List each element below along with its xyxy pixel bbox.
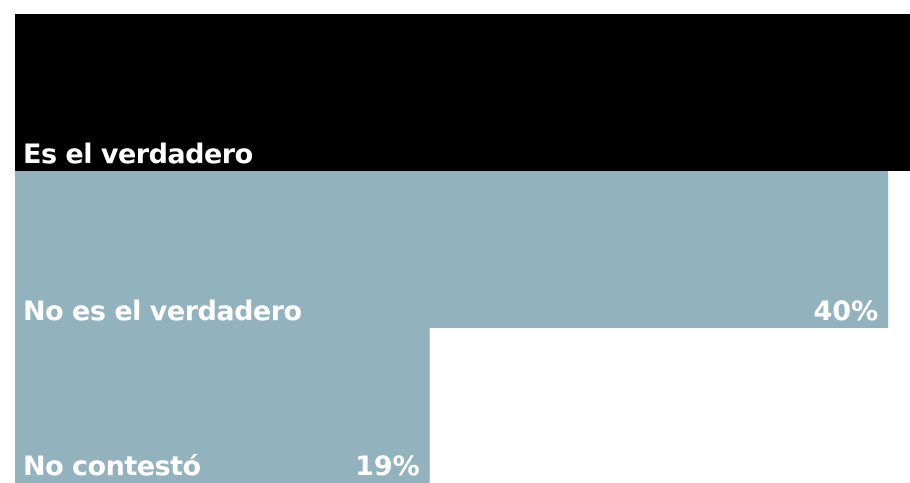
category-label: Es el verdadero — [23, 139, 253, 170]
category-label: No es el verdadero — [23, 296, 302, 327]
bar — [15, 171, 889, 328]
bar — [15, 14, 910, 171]
value-label: 40% — [814, 296, 879, 327]
bar — [15, 328, 430, 483]
value-label: 19% — [355, 451, 420, 482]
category-label: No contestó — [23, 451, 201, 482]
